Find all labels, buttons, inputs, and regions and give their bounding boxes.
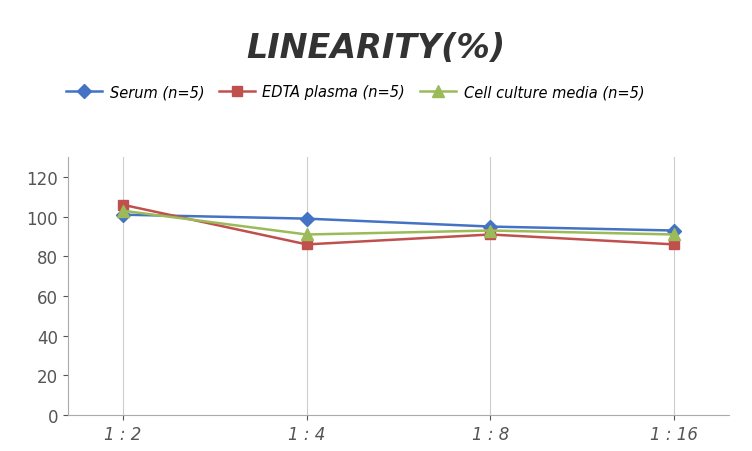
EDTA plasma (n=5)	[118, 202, 127, 208]
Line: Serum (n=5): Serum (n=5)	[118, 210, 679, 236]
Cell culture media (n=5)	[118, 208, 127, 214]
Line: Cell culture media (n=5): Cell culture media (n=5)	[117, 206, 680, 240]
EDTA plasma (n=5)	[302, 242, 311, 248]
Cell culture media (n=5)	[670, 232, 679, 238]
Legend: Serum (n=5), EDTA plasma (n=5), Cell culture media (n=5): Serum (n=5), EDTA plasma (n=5), Cell cul…	[60, 79, 650, 106]
Serum (n=5)	[670, 228, 679, 234]
Serum (n=5)	[302, 216, 311, 222]
EDTA plasma (n=5)	[486, 232, 495, 238]
Line: EDTA plasma (n=5): EDTA plasma (n=5)	[118, 200, 679, 250]
Serum (n=5)	[486, 224, 495, 230]
Text: LINEARITY(%): LINEARITY(%)	[247, 32, 505, 64]
EDTA plasma (n=5)	[670, 242, 679, 248]
Cell culture media (n=5)	[486, 228, 495, 234]
Cell culture media (n=5)	[302, 232, 311, 238]
Serum (n=5)	[118, 212, 127, 218]
